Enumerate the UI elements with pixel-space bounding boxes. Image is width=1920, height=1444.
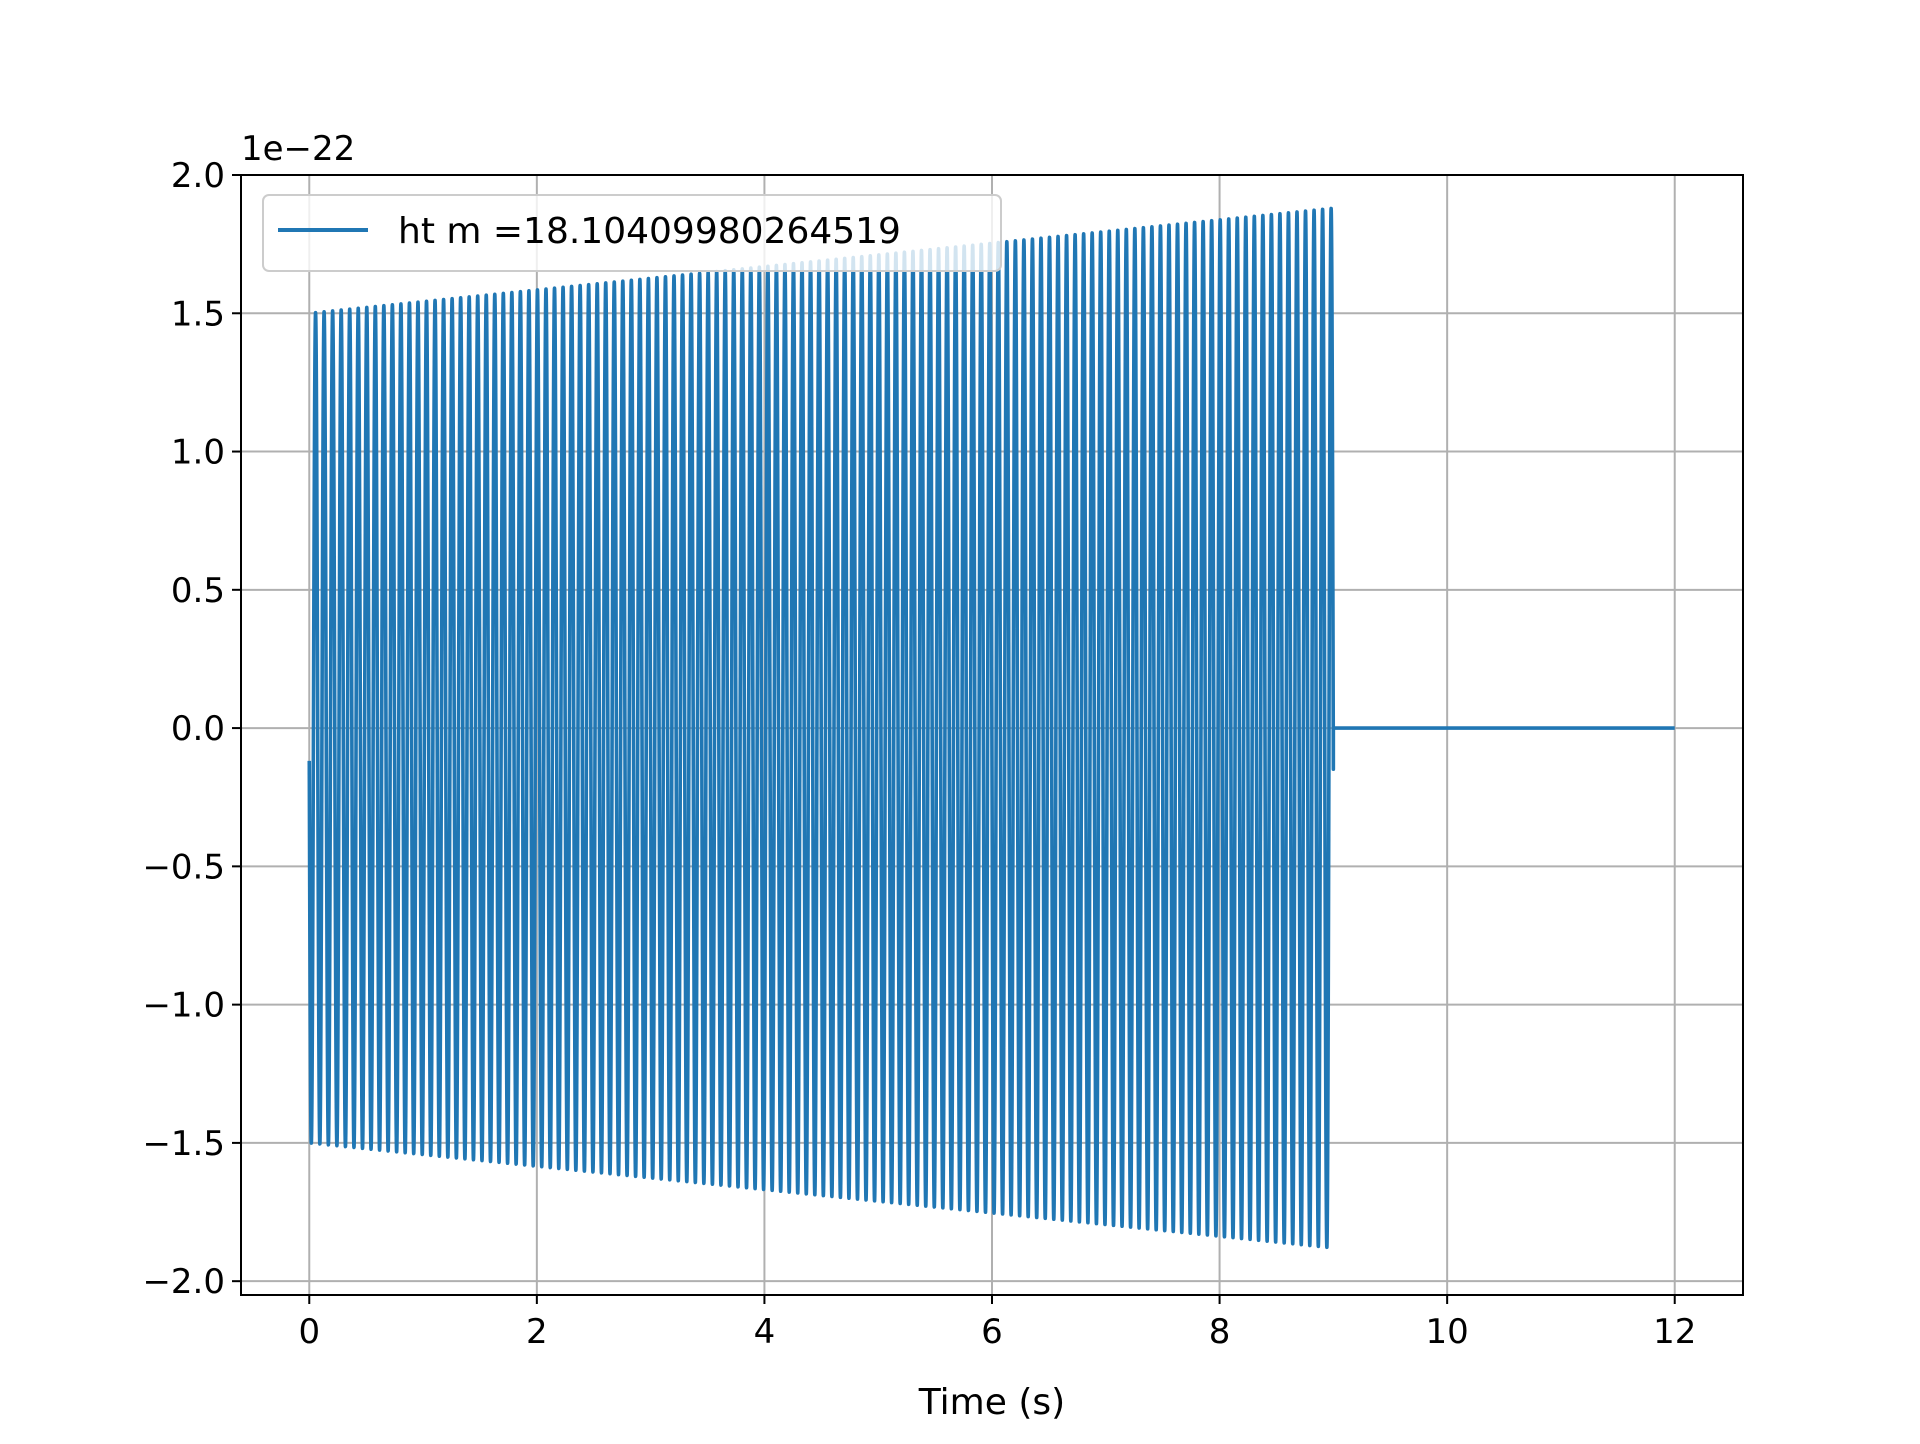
- y-tick-label: 1.0: [171, 433, 225, 473]
- y-tick-label: 0.0: [171, 709, 225, 749]
- legend: ht m =18.10409980264519: [262, 194, 1002, 272]
- x-tick-label: 0: [298, 1312, 320, 1352]
- y-tick-label: −1.5: [142, 1124, 225, 1164]
- y-tick-label: −1.0: [142, 986, 225, 1026]
- y-tick-label: 1.5: [171, 294, 225, 334]
- legend-entry-label: ht m =18.10409980264519: [398, 211, 901, 252]
- y-tick-label: 2.0: [171, 156, 225, 196]
- x-tick-label: 6: [981, 1312, 1003, 1352]
- x-axis-label: Time (s): [918, 1382, 1065, 1423]
- x-tick-label: 10: [1426, 1312, 1469, 1352]
- tick-layer: 0 2 4 6 8 10 12 −2.0 −1.5 −1.0 −0.5 0.0 0.5 1.0 1.5 2.0: [142, 156, 1696, 1352]
- x-tick-label: 4: [754, 1312, 776, 1352]
- series-line: [307, 206, 1675, 1250]
- y-tick-label: −0.5: [142, 847, 225, 887]
- x-tick-label: 2: [526, 1312, 548, 1352]
- series-layer: [307, 206, 1675, 1250]
- y-tick-label: −2.0: [142, 1262, 225, 1302]
- y-tick-label: 0.5: [171, 571, 225, 611]
- x-tick-label: 12: [1653, 1312, 1696, 1352]
- x-tick-label: 8: [1209, 1312, 1231, 1352]
- y-axis-offset-label: 1e−22: [241, 129, 355, 169]
- legend-box: [262, 194, 1002, 272]
